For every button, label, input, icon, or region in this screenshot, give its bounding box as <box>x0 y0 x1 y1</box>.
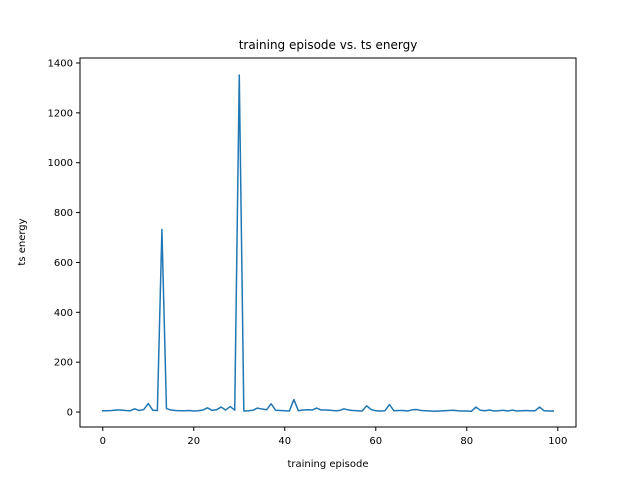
x-tick-label: 100 <box>548 436 567 447</box>
axes-frame <box>79 57 577 428</box>
y-tick-label: 1000 <box>48 158 73 169</box>
y-tick-label: 0 <box>67 408 73 419</box>
y-tick-label: 1200 <box>48 108 73 119</box>
chart-title: training episode vs. ts energy <box>239 38 418 52</box>
y-tick-label: 600 <box>54 258 73 269</box>
x-tick-label: 40 <box>278 436 291 447</box>
y-tick-label: 1400 <box>48 58 73 69</box>
series-line-0 <box>102 74 554 413</box>
y-tick-label: 400 <box>54 308 73 319</box>
y-axis-label: ts energy <box>17 218 28 265</box>
x-tick-label: 0 <box>100 436 106 447</box>
x-axis-label: training episode <box>287 459 368 470</box>
x-tick-label: 60 <box>369 436 382 447</box>
x-tick-label: 80 <box>460 436 473 447</box>
x-tick-label: 20 <box>187 436 200 447</box>
y-tick-label: 200 <box>54 358 73 369</box>
y-tick-label: 800 <box>54 208 73 219</box>
